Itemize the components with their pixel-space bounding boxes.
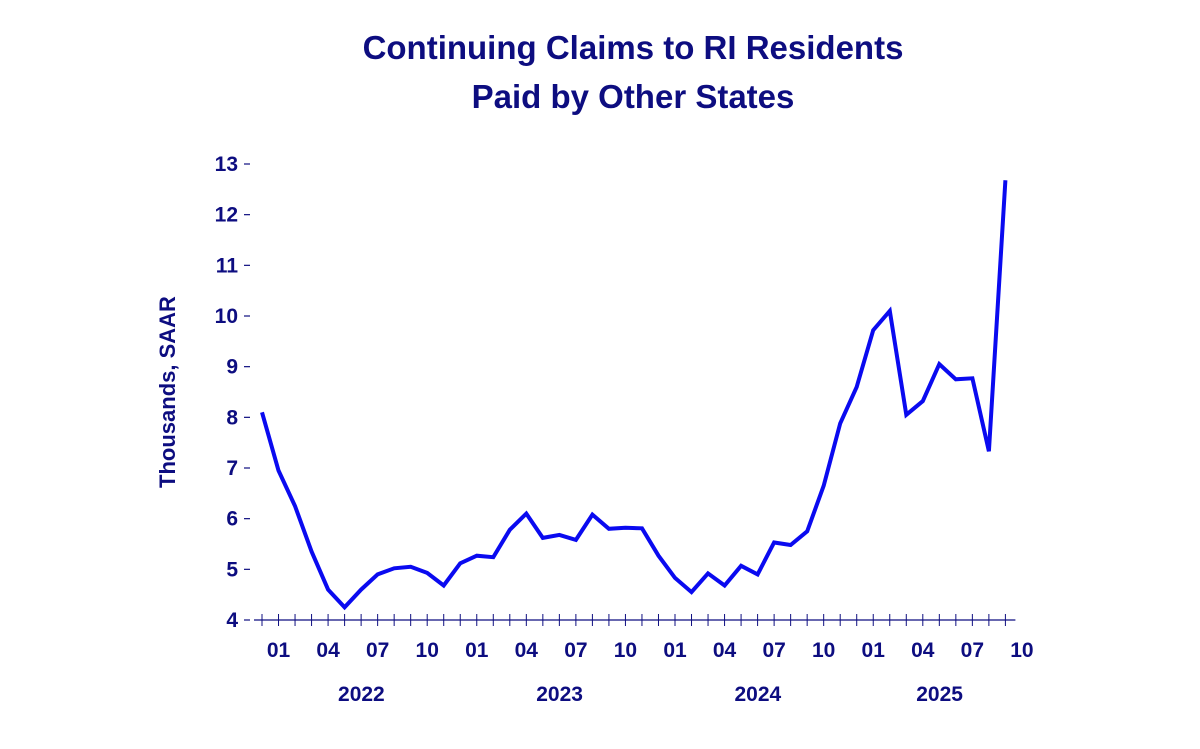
chart-title-line1: Continuing Claims to RI Residents xyxy=(362,29,904,66)
chart-title-line2: Paid by Other States xyxy=(471,78,795,115)
y-tick-label: 7 xyxy=(226,457,238,480)
y-tick-label: 5 xyxy=(226,558,238,581)
y-tick-label: 12 xyxy=(215,204,238,227)
y-axis: 4 5 6 7 8 9 10 11 12 13 xyxy=(215,153,250,632)
x-tick-label: 10 xyxy=(1010,639,1033,662)
y-tick-label: 6 xyxy=(226,508,238,531)
x-tick-label: 01 xyxy=(862,639,886,662)
x-tick-label: 07 xyxy=(961,639,984,662)
x-year-label: 2025 xyxy=(916,683,963,706)
x-tick-label: 07 xyxy=(564,639,587,662)
y-axis-label: Thousands, SAAR xyxy=(155,296,180,488)
series-line xyxy=(260,180,1008,611)
x-tick-label: 04 xyxy=(316,639,340,662)
y-tick-label: 8 xyxy=(226,406,238,429)
x-tick-label: 04 xyxy=(713,639,737,662)
y-tick-label: 4 xyxy=(226,609,238,632)
x-tick-label: 01 xyxy=(267,639,291,662)
x-tick-label: 10 xyxy=(614,639,637,662)
x-year-label: 2022 xyxy=(338,683,385,706)
x-axis: 01 04 07 10 01 04 07 10 01 04 07 10 01 04 07 10 2022 2023… xyxy=(254,614,1034,706)
y-tick-label: 10 xyxy=(215,305,238,328)
y-tick-label: 11 xyxy=(216,254,239,277)
x-tick-label: 04 xyxy=(911,639,935,662)
x-tick-label: 10 xyxy=(416,639,439,662)
x-tick-label: 10 xyxy=(812,639,835,662)
y-tick-label: 9 xyxy=(226,356,238,379)
x-tick-label: 07 xyxy=(366,639,389,662)
y-tick-label: 13 xyxy=(215,153,238,176)
plot-area xyxy=(260,180,1008,611)
x-year-label: 2024 xyxy=(735,683,782,706)
x-tick-label: 01 xyxy=(663,639,687,662)
x-tick-label: 04 xyxy=(515,639,539,662)
x-tick-label: 07 xyxy=(762,639,785,662)
x-year-label: 2023 xyxy=(536,683,583,706)
x-tick-label: 01 xyxy=(465,639,489,662)
